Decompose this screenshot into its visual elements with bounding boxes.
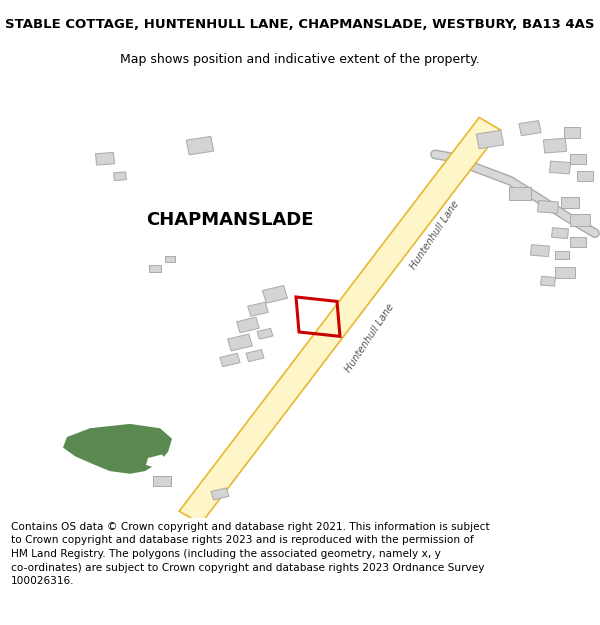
Polygon shape	[146, 454, 168, 469]
Text: Huntenhull Lane: Huntenhull Lane	[344, 302, 397, 374]
Polygon shape	[246, 349, 264, 362]
Polygon shape	[570, 154, 586, 164]
Polygon shape	[257, 328, 273, 339]
Polygon shape	[541, 276, 556, 286]
Text: Huntenhull Lane: Huntenhull Lane	[409, 199, 461, 271]
Polygon shape	[551, 228, 568, 239]
Text: STABLE COTTAGE, HUNTENHULL LANE, CHAPMANSLADE, WESTBURY, BA13 4AS: STABLE COTTAGE, HUNTENHULL LANE, CHAPMAN…	[5, 18, 595, 31]
Polygon shape	[519, 121, 541, 136]
Polygon shape	[179, 118, 501, 524]
Polygon shape	[555, 251, 569, 259]
Polygon shape	[530, 245, 550, 256]
Polygon shape	[509, 188, 531, 201]
Polygon shape	[476, 130, 504, 149]
Polygon shape	[570, 214, 590, 226]
Polygon shape	[555, 267, 575, 278]
Polygon shape	[153, 476, 171, 486]
Text: Contains OS data © Crown copyright and database right 2021. This information is : Contains OS data © Crown copyright and d…	[11, 522, 490, 586]
Polygon shape	[63, 424, 172, 474]
Polygon shape	[550, 161, 571, 174]
Text: CHAPMANSLADE: CHAPMANSLADE	[146, 211, 314, 229]
Polygon shape	[538, 201, 559, 213]
Polygon shape	[544, 138, 566, 153]
Polygon shape	[186, 136, 214, 155]
Text: Map shows position and indicative extent of the property.: Map shows position and indicative extent…	[120, 54, 480, 66]
Polygon shape	[248, 302, 268, 316]
Polygon shape	[149, 264, 161, 272]
Polygon shape	[570, 237, 586, 247]
Polygon shape	[236, 318, 259, 332]
Polygon shape	[113, 172, 127, 181]
Polygon shape	[561, 198, 579, 208]
Polygon shape	[220, 353, 240, 367]
Polygon shape	[211, 488, 229, 500]
Polygon shape	[227, 334, 253, 351]
Polygon shape	[564, 127, 580, 138]
Polygon shape	[95, 152, 115, 165]
Polygon shape	[262, 286, 287, 303]
Polygon shape	[577, 171, 593, 181]
Polygon shape	[165, 256, 175, 262]
